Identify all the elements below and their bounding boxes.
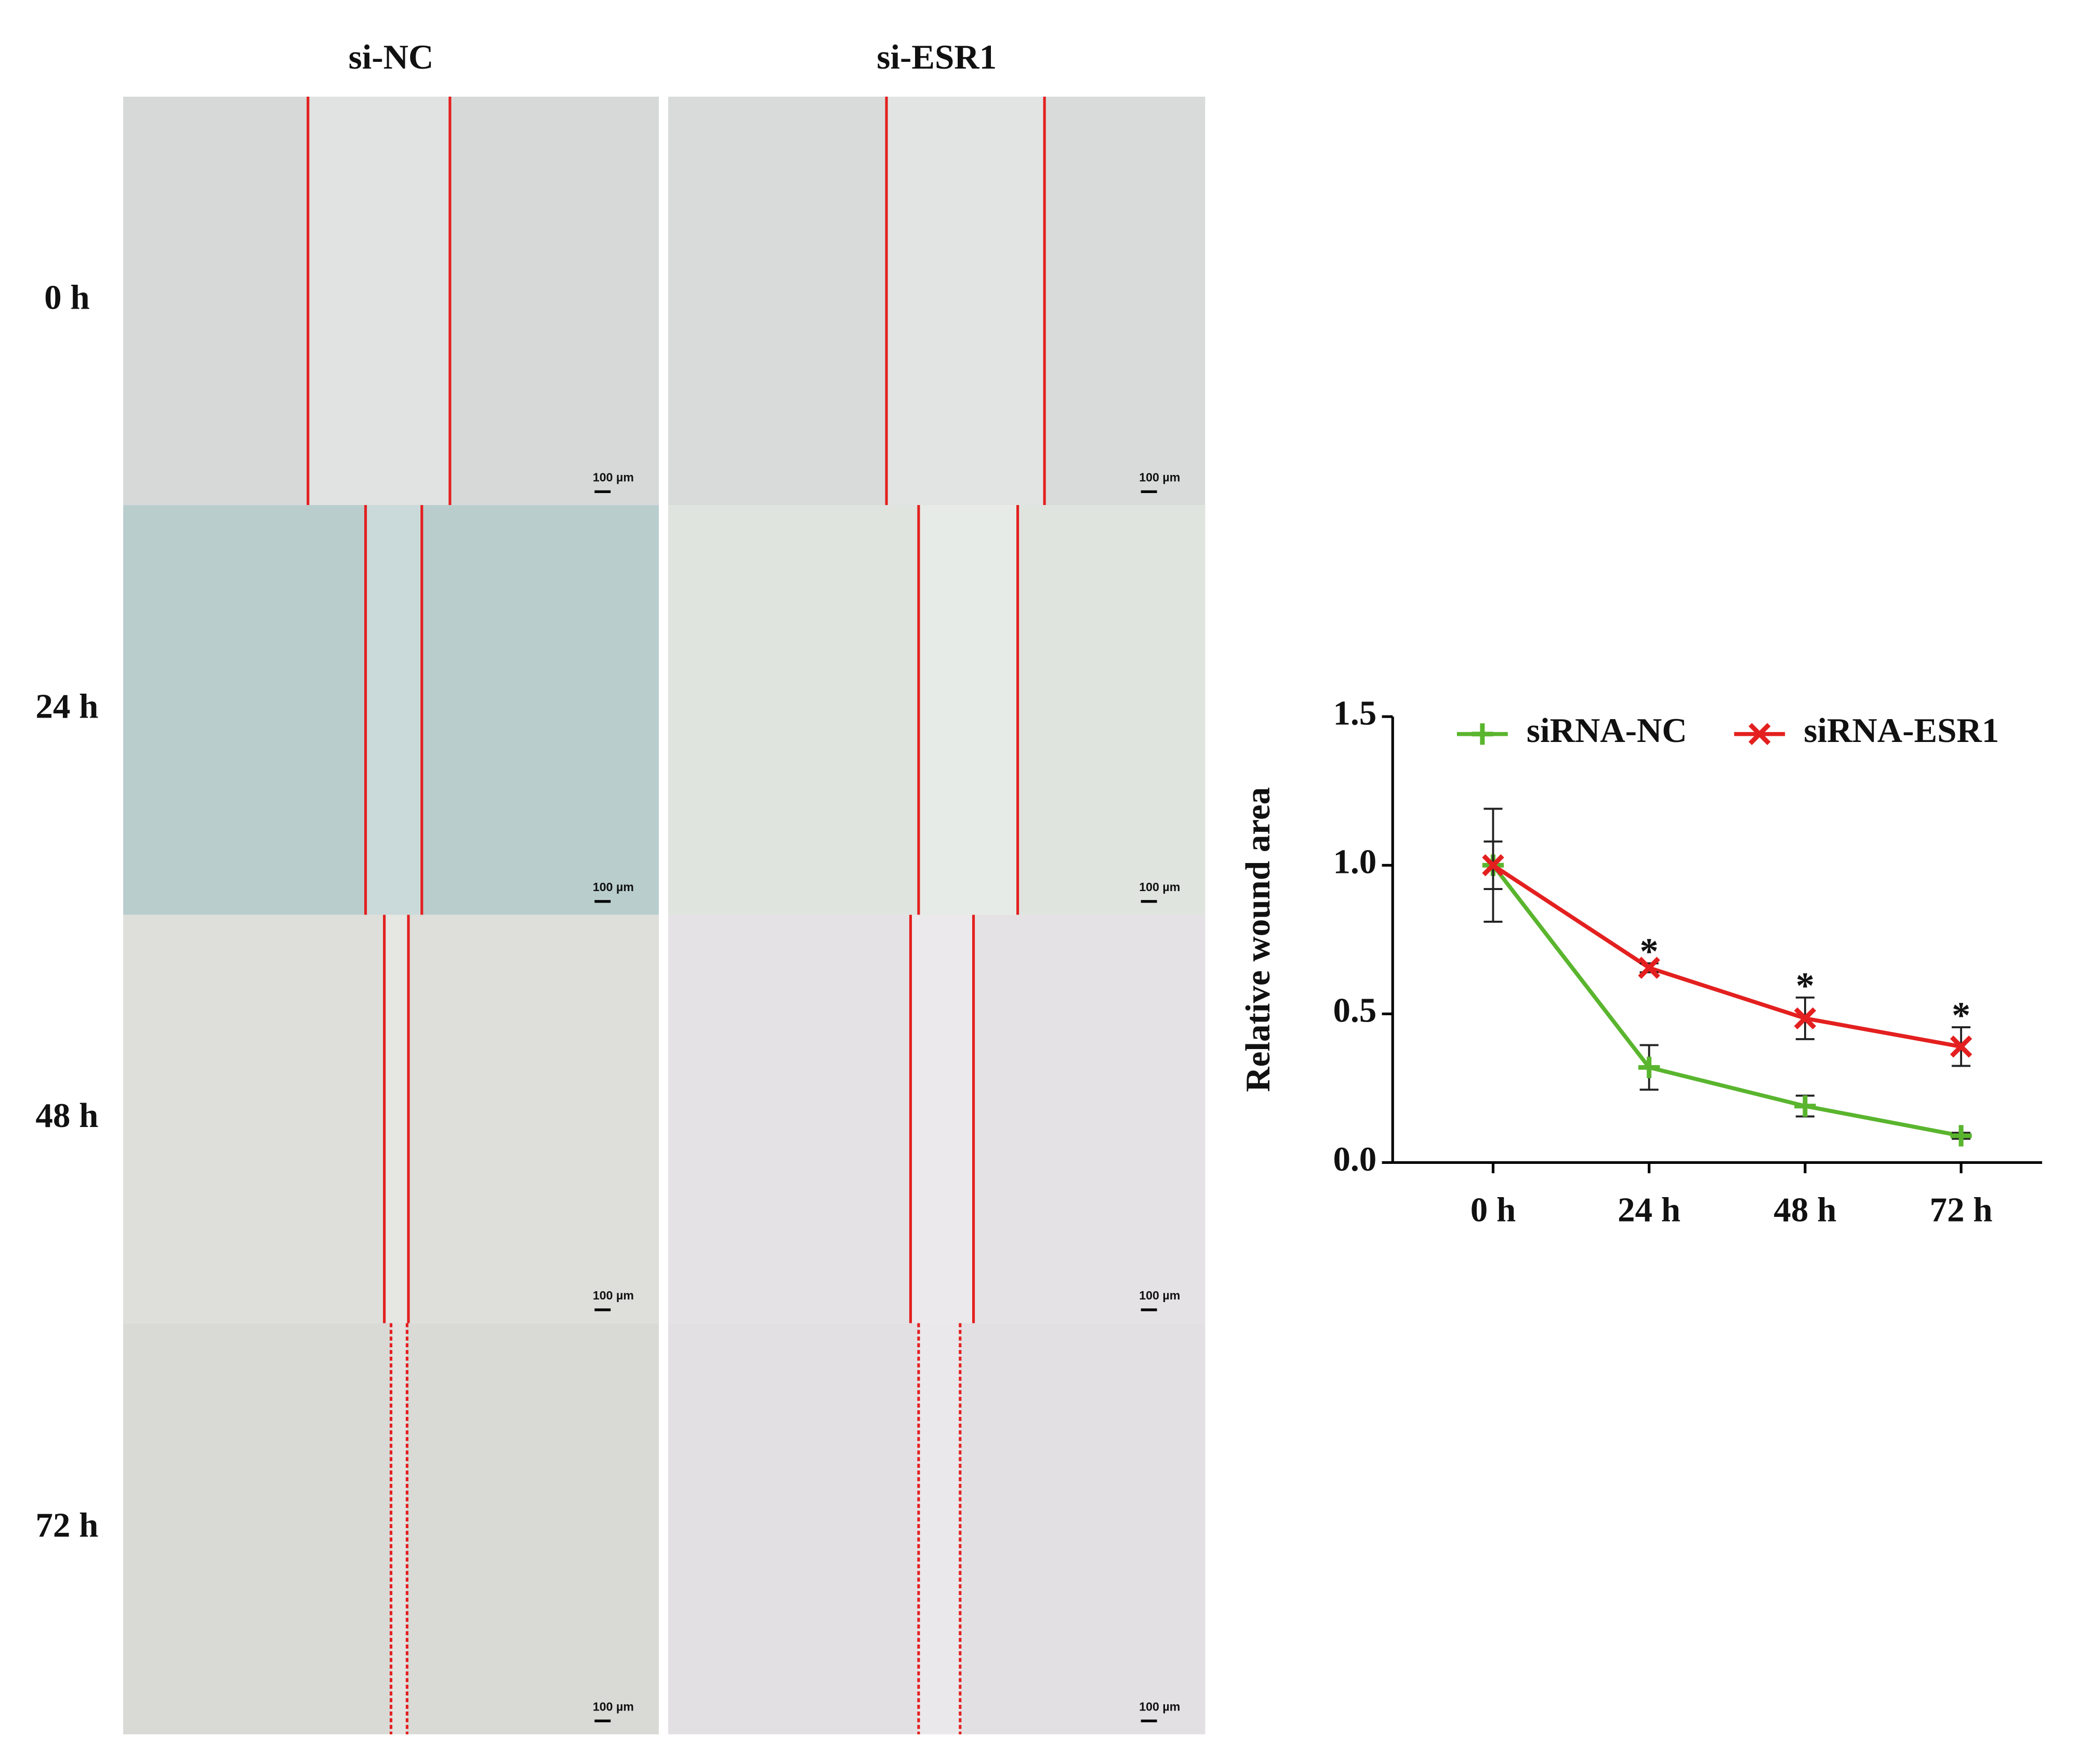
column-title: si-NC [349, 38, 434, 76]
column-title: si-ESR1 [877, 38, 997, 76]
legend-marker [1472, 723, 1493, 745]
row-label: 72 h [35, 1506, 98, 1545]
y-tick-label: 1.5 [1333, 694, 1377, 733]
scale-bar-label: 100 µm [593, 880, 634, 894]
legend-marker [1748, 723, 1771, 745]
scale-bar-label: 100 µm [1139, 471, 1180, 484]
scale-bar-label: 100 µm [1139, 1700, 1180, 1713]
data-point [1794, 1095, 1816, 1117]
series-line [1492, 864, 1962, 1049]
wound-gap [384, 914, 409, 1323]
wound-gap [365, 505, 422, 915]
x-tick-label: 0 h [1471, 1191, 1516, 1229]
x-tick-label: 24 h [1618, 1191, 1680, 1229]
x-tick-label: 72 h [1930, 1191, 1993, 1229]
wound-gap [886, 97, 1045, 506]
series-line [1491, 864, 1962, 1138]
micrograph [668, 97, 1206, 506]
y-tick-label: 0.5 [1333, 991, 1377, 1030]
micrograph [668, 1323, 1206, 1734]
y-axis-label: Relative wound area [1239, 787, 1277, 1092]
wound-gap [918, 505, 1018, 915]
row-label: 48 h [35, 1096, 98, 1135]
y-tick-label: 1.0 [1333, 843, 1377, 881]
micrograph [668, 505, 1206, 915]
data-point [1950, 1125, 1972, 1147]
legend-label: siRNA-ESR1 [1804, 711, 1999, 750]
significance-mark: * [1952, 994, 1970, 1036]
wound-gap [910, 914, 974, 1323]
scale-bar-label: 100 µm [1139, 1289, 1180, 1302]
scale-bar-label: 100 µm [593, 1700, 634, 1713]
data-point [1794, 1007, 1817, 1030]
x-tick-label: 48 h [1773, 1191, 1836, 1229]
wound-gap [308, 97, 450, 506]
micrograph [123, 914, 659, 1323]
y-tick-label: 0.0 [1333, 1140, 1377, 1178]
micrograph [123, 505, 659, 915]
row-label: 0 h [44, 278, 90, 316]
wound-gap [391, 1323, 407, 1734]
scale-bar-label: 100 µm [593, 1289, 634, 1302]
row-label: 24 h [35, 687, 98, 726]
scale-bar-label: 100 µm [593, 471, 634, 484]
wound-gap [918, 1323, 960, 1734]
micrograph [123, 97, 659, 506]
significance-mark: * [1796, 965, 1814, 1006]
scale-bar-label: 100 µm [1139, 880, 1180, 894]
data-point [1638, 957, 1660, 979]
data-point [1950, 1036, 1972, 1058]
legend-label: siRNA-NC [1527, 711, 1687, 750]
data-point [1482, 854, 1504, 877]
significance-mark: * [1640, 931, 1659, 972]
micrograph [668, 914, 1206, 1323]
data-point [1638, 1056, 1660, 1078]
